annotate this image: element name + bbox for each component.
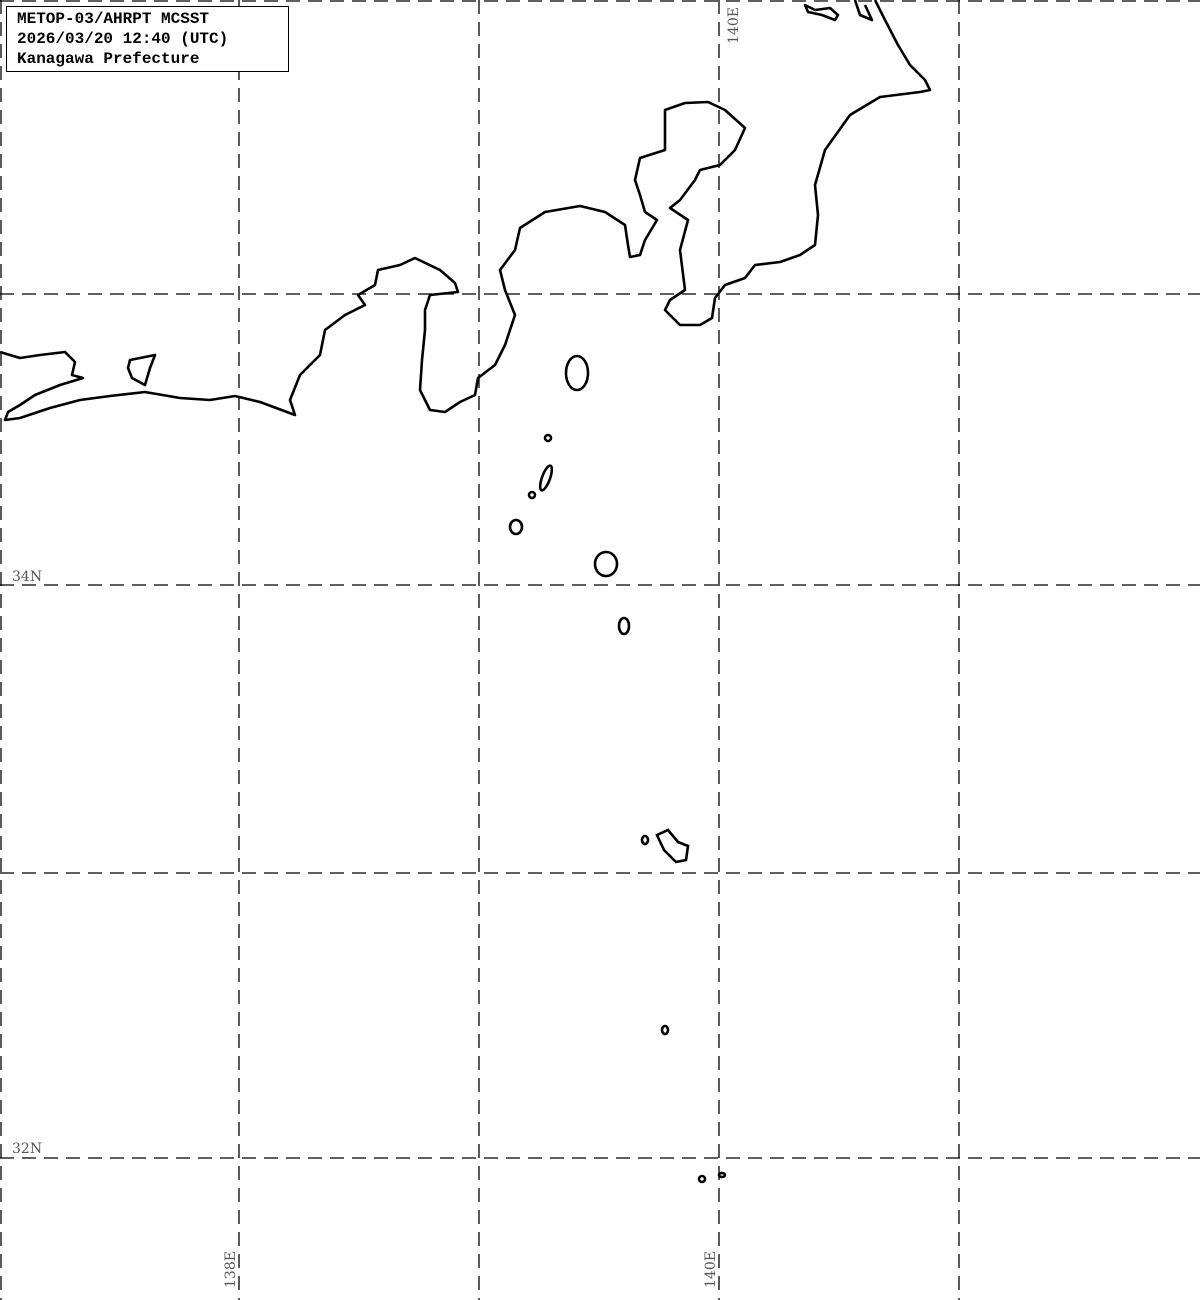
satellite-product: METOP-03/AHRPT MCSST — [17, 10, 210, 28]
island-smith — [717, 1171, 727, 1179]
region-name: Kanagawa Prefecture — [17, 50, 200, 68]
lake-hamana — [126, 353, 157, 387]
island-bayonnaise — [697, 1174, 707, 1184]
lat-label-32n: 32N — [12, 1141, 42, 1157]
island-miyakejima — [593, 550, 619, 578]
island-oshima — [564, 354, 590, 392]
island-shikinejima — [527, 490, 537, 500]
lon-label-140e-bottom: 140E — [703, 1251, 719, 1288]
izu-islands — [508, 354, 727, 1184]
honshu-coast — [0, 0, 932, 422]
island-kozushima — [508, 518, 524, 536]
kasumigaura — [803, 0, 874, 22]
info-box: METOP-03/AHRPT MCSST 2026/03/20 12:40 (U… — [6, 6, 289, 72]
lat-label-34n: 34N — [12, 569, 42, 585]
island-hachijokojima — [640, 834, 650, 846]
lon-label-138e: 138E — [223, 1251, 239, 1288]
island-aogashima — [660, 1024, 670, 1036]
island-hachijojima — [655, 828, 690, 864]
coastline — [0, 0, 932, 422]
lon-label-140e-top: 140E — [726, 7, 742, 44]
island-mikurajima — [617, 616, 631, 636]
observation-time: 2026/03/20 12:40 (UTC) — [17, 30, 229, 48]
island-toshima — [543, 433, 553, 443]
island-niijima — [538, 464, 554, 492]
